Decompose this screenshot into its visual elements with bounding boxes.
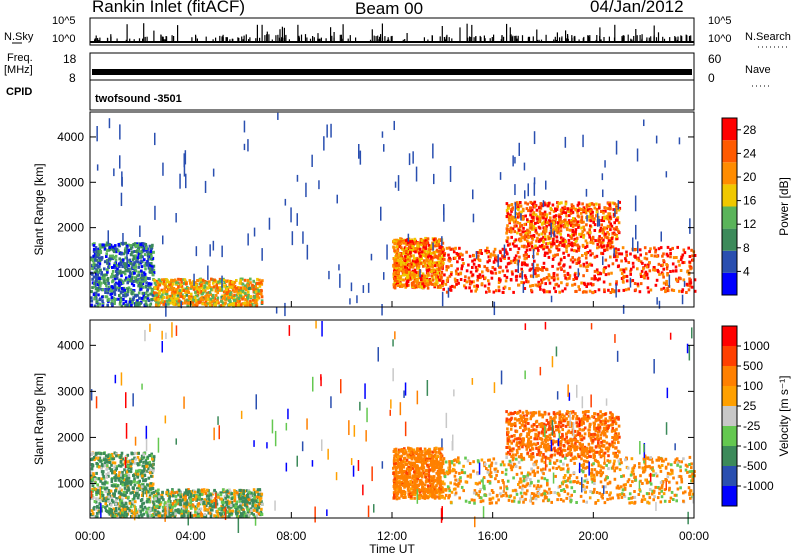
velocity-ytick-label: 1000 bbox=[57, 476, 84, 490]
velocity-cbar-label: 25 bbox=[743, 399, 757, 413]
velocity-colorbar-title: Velocity [m s⁻¹] bbox=[777, 375, 791, 456]
power-cbar-label: 28 bbox=[743, 123, 757, 137]
xtick-label: 00:00 bbox=[75, 529, 105, 543]
velocity-echo-cells bbox=[90, 320, 696, 533]
nsearch-label: N.Search bbox=[745, 31, 791, 43]
velocity-ylabel: Slant Range [km] bbox=[32, 373, 46, 465]
velocity-cbar-label: 500 bbox=[743, 359, 763, 373]
power-frame bbox=[89, 111, 695, 308]
freq-tick-top: 18 bbox=[63, 52, 77, 66]
cpid-value: twofsound -3501 bbox=[95, 93, 182, 105]
xtick-label: 12:00 bbox=[377, 529, 407, 543]
power-cbar-label: 8 bbox=[743, 241, 750, 255]
nsky-panel bbox=[89, 17, 695, 46]
velocity-colorbar bbox=[722, 326, 737, 506]
freq-unit: [MHz] bbox=[4, 64, 33, 76]
noise-spikes bbox=[93, 23, 692, 42]
nsearch-tick-bottom: 10^0 bbox=[708, 33, 732, 45]
velocity-cbar-label: 100 bbox=[743, 379, 763, 393]
velocity-ytick-label: 2000 bbox=[57, 430, 84, 444]
power-ylabel: Slant Range [km] bbox=[32, 163, 46, 255]
power-ytick-label: 4000 bbox=[57, 130, 84, 144]
xtick-label: 08:00 bbox=[276, 529, 306, 543]
beam-title: Beam 00 bbox=[355, 0, 424, 18]
power-cbar-label: 4 bbox=[743, 264, 750, 278]
power-echo-cells bbox=[90, 112, 697, 317]
xtick-label: 16:00 bbox=[478, 529, 508, 543]
freq-panel bbox=[89, 52, 695, 81]
nave-tick-top: 60 bbox=[708, 52, 722, 66]
velocity-ytick-label: 3000 bbox=[57, 384, 84, 398]
nave-tick-bottom: 0 bbox=[708, 71, 715, 85]
xtick-label: 00:00 bbox=[679, 529, 709, 543]
nsky-label: N.Sky bbox=[4, 31, 34, 43]
xtick-label: 20:00 bbox=[578, 529, 608, 543]
nsky-tick-top: 10^5 bbox=[52, 15, 76, 27]
date-title: 04/Jan/2012 bbox=[590, 0, 684, 16]
power-cbar-label: 24 bbox=[743, 146, 757, 160]
velocity-cbar-label: 1000 bbox=[743, 339, 770, 353]
velocity-cbar-label: -500 bbox=[743, 459, 767, 473]
nsearch-tick-top: 10^5 bbox=[708, 15, 732, 27]
xtick-label: 04:00 bbox=[176, 529, 206, 543]
nave-label: Nave bbox=[745, 64, 771, 76]
freq-label: Freq. bbox=[7, 52, 33, 64]
power-cbar-label: 20 bbox=[743, 170, 757, 184]
cpid-label: CPID bbox=[6, 86, 33, 98]
cpid-panel bbox=[89, 79, 695, 111]
power-colorbar bbox=[722, 118, 737, 295]
velocity-cbar-label: -100 bbox=[743, 439, 767, 453]
freq-band bbox=[92, 69, 692, 75]
power-ytick-label: 3000 bbox=[57, 175, 84, 189]
nsky-tick-bottom: 10^0 bbox=[52, 33, 76, 45]
velocity-colorbar-frame bbox=[721, 325, 738, 507]
velocity-ytick-label: 4000 bbox=[57, 338, 84, 352]
power-cbar-label: 12 bbox=[743, 217, 757, 231]
station-title: Rankin Inlet (fitACF) bbox=[92, 0, 246, 16]
velocity-cbar-label: -1000 bbox=[743, 479, 774, 493]
power-ytick-label: 1000 bbox=[57, 266, 84, 280]
power-cbar-label: 16 bbox=[743, 194, 757, 208]
power-colorbar-frame bbox=[721, 117, 738, 296]
freq-tick-bottom: 8 bbox=[69, 71, 76, 85]
xaxis-title: Time UT bbox=[369, 542, 415, 554]
velocity-cbar-label: -25 bbox=[743, 419, 761, 433]
power-colorbar-title: Power [dB] bbox=[777, 177, 791, 236]
power-ytick-label: 2000 bbox=[57, 221, 84, 235]
